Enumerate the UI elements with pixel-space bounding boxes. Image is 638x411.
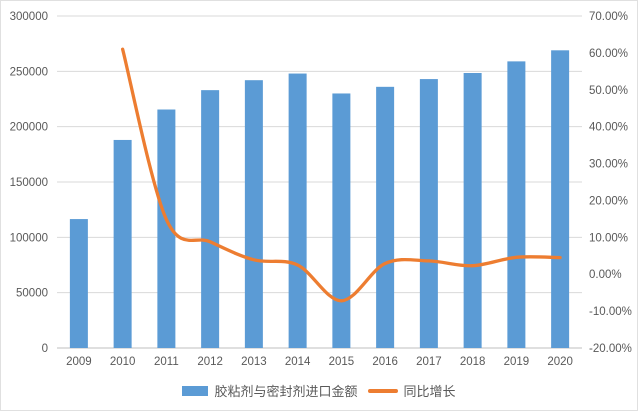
y-axis-left-tick-label: 200000 bbox=[10, 122, 48, 134]
x-axis-tick-label: 2010 bbox=[110, 356, 136, 368]
growth-line bbox=[120, 47, 562, 303]
y-axis-left-tick-label: 0 bbox=[42, 343, 48, 355]
y-axis-right-tick-label: 30.00% bbox=[589, 159, 628, 171]
y-axis-left-tick-label: 150000 bbox=[10, 177, 48, 189]
x-axis-tick-label: 2011 bbox=[154, 356, 179, 368]
y-axis-left-tick-label: 100000 bbox=[10, 232, 48, 244]
import-amount-bar bbox=[288, 73, 307, 349]
x-axis-tick-label: 2019 bbox=[504, 356, 530, 368]
x-axis-tick-label: 2014 bbox=[285, 356, 311, 368]
x-axis-tick-label: 2020 bbox=[547, 356, 573, 368]
import-amount-bar bbox=[332, 93, 351, 348]
y-axis-right-tick-label: -20.00% bbox=[589, 343, 632, 355]
x-axis-tick-label: 2015 bbox=[329, 356, 355, 368]
y-axis-right-tick-label: 10.00% bbox=[589, 232, 628, 244]
import-amount-bar bbox=[201, 90, 220, 348]
x-axis-tick-label: 2013 bbox=[241, 356, 267, 368]
y-axis-right-tick-label: -10.00% bbox=[589, 306, 632, 318]
y-axis-left-tick-label: 250000 bbox=[10, 66, 48, 78]
x-axis-tick-label: 2012 bbox=[197, 356, 223, 368]
import-amount-bar bbox=[376, 86, 395, 349]
y-axis-right-tick-label: 70.00% bbox=[589, 11, 628, 23]
import-amount-bar bbox=[551, 50, 570, 348]
y-axis-left-tick-label: 50000 bbox=[16, 288, 48, 300]
y-axis-right-tick-label: 40.00% bbox=[589, 122, 628, 134]
import-amount-bar bbox=[69, 219, 88, 348]
y-axis-left-tick-label: 300000 bbox=[10, 11, 48, 23]
import-amount-bar bbox=[463, 72, 482, 348]
y-axis-right-tick-label: 60.00% bbox=[589, 48, 628, 60]
y-axis-right-tick-label: 0.00% bbox=[589, 269, 622, 281]
import-amount-bar bbox=[507, 61, 526, 349]
import-amount-bar bbox=[113, 139, 132, 348]
import-amount-bar bbox=[419, 79, 438, 348]
import-amount-bar bbox=[244, 80, 263, 348]
x-axis-tick-label: 2018 bbox=[460, 356, 486, 368]
x-axis-tick-label: 2017 bbox=[416, 356, 442, 368]
x-axis-tick-label: 2009 bbox=[66, 356, 92, 368]
y-axis-right-tick-label: 50.00% bbox=[589, 85, 628, 97]
x-axis-tick-label: 2016 bbox=[372, 356, 398, 368]
import-amount-bar bbox=[157, 109, 176, 348]
y-axis-right-tick-label: 20.00% bbox=[589, 195, 628, 207]
